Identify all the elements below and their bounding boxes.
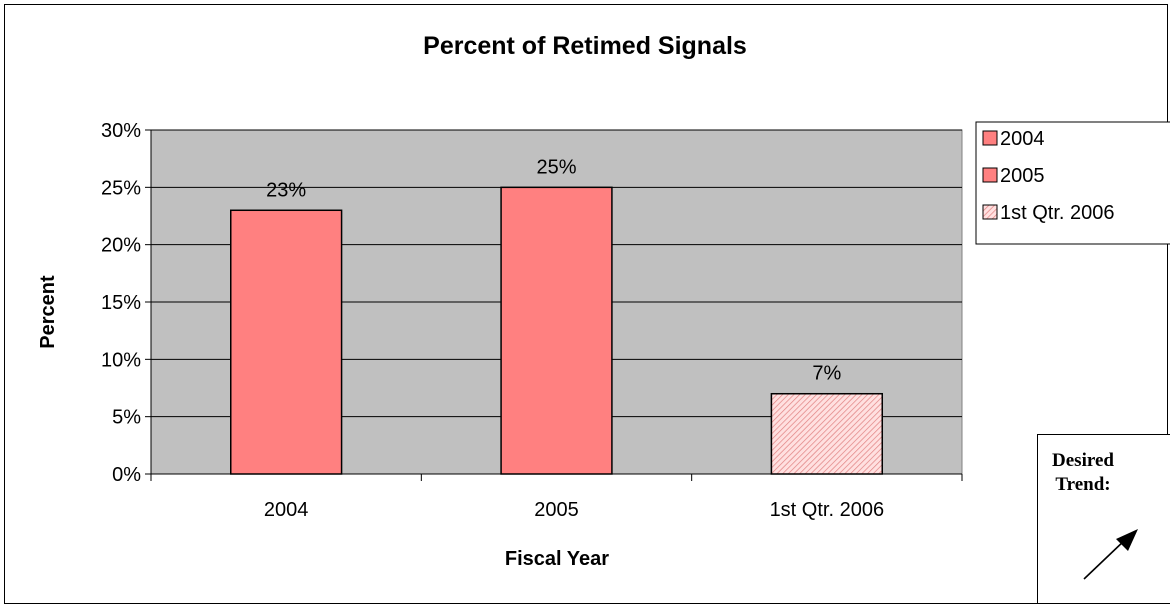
x-tick-label: 1st Qtr. 2006: [770, 499, 885, 521]
legend-swatch: [982, 130, 998, 146]
y-tick-label: 25%: [101, 177, 141, 199]
y-axis-title: Percent: [37, 275, 59, 349]
x-tick-label: 2004: [264, 499, 309, 521]
y-axis: 0% 5% 10% 15% 20% 25% 30%: [101, 120, 152, 486]
bar: [229, 209, 343, 475]
data-label: 23%: [266, 179, 306, 201]
bar: [500, 186, 613, 475]
legend-entry-label: 1st Qtr. 2006: [1000, 202, 1115, 224]
y-tick-label: 10%: [101, 349, 141, 371]
bars: [229, 186, 884, 475]
x-axis-title: Fiscal Year: [505, 548, 609, 570]
chart-title: Percent of Retimed Signals: [423, 32, 747, 60]
y-tick-label: 20%: [101, 235, 141, 257]
bar: [770, 392, 884, 475]
y-tick-label: 5%: [112, 407, 141, 429]
desired-trend-label: Desired Trend:: [1052, 450, 1114, 495]
legend-swatch: [982, 167, 998, 183]
y-tick-label: 15%: [101, 292, 141, 314]
legend-swatch: [982, 204, 998, 220]
y-tick-label: 30%: [101, 120, 141, 142]
desired-trend-box: Desired Trend:: [1037, 434, 1170, 604]
legend-entry-label: 2005: [1000, 165, 1045, 187]
arrow-up-right-icon: [1083, 529, 1138, 580]
data-label: 7%: [812, 363, 841, 385]
data-label: 25%: [536, 156, 576, 178]
legend: 2004 2005 1st Qtr. 2006: [975, 121, 1170, 245]
legend-entry-label: 2004: [1000, 128, 1045, 150]
y-tick-label: 0%: [112, 464, 141, 486]
x-tick-label: 2005: [534, 499, 579, 521]
legend-box: [975, 121, 1170, 245]
data-labels: 23% 25% 7%: [266, 156, 841, 384]
x-axis: 2004 2005 1st Qtr. 2006: [150, 473, 963, 521]
